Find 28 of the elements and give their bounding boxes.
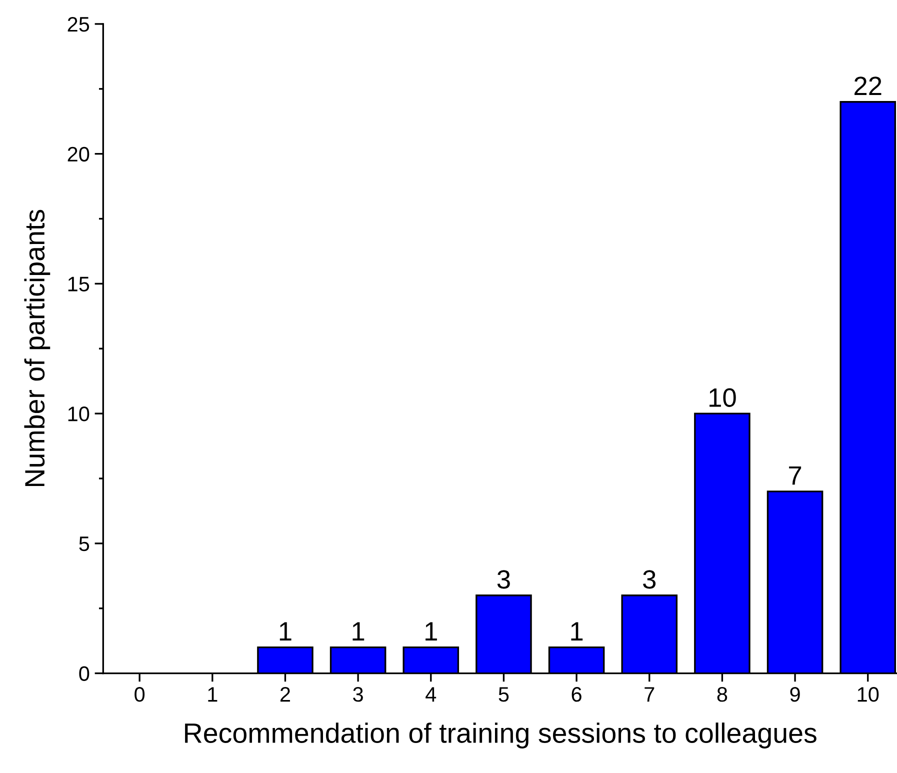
- data-label: 1: [280, 622, 292, 640]
- x-tick-label: 10: [858, 687, 879, 702]
- data-label: 10: [710, 388, 736, 407]
- y-tick-label: 0: [79, 666, 90, 682]
- y-axis-title: Number of participants: [24, 210, 50, 486]
- x-tick-label: 2: [280, 687, 290, 702]
- x-tick-label: 4: [426, 687, 436, 702]
- x-tick-label: 9: [790, 687, 800, 702]
- x-tick-label: 1: [208, 687, 218, 702]
- data-label: 22: [854, 76, 882, 96]
- data-label: 3: [643, 570, 656, 589]
- y-tick-label: 10: [68, 406, 90, 422]
- x-tick-label: 7: [644, 687, 654, 702]
- data-label: 1: [571, 622, 583, 640]
- data-label: 3: [497, 570, 510, 589]
- data-label: 1: [352, 622, 364, 640]
- y-tick-label: 25: [68, 16, 90, 32]
- data-label: 1: [426, 622, 437, 640]
- data-label: 7: [789, 466, 802, 485]
- x-tick-label: 5: [498, 687, 509, 702]
- y-tick-label: 5: [79, 536, 90, 552]
- x-tick-label: 8: [717, 687, 728, 702]
- x-axis-title: Recommendation of training sessions to colleagues: [185, 722, 816, 748]
- y-tick-label: 20: [68, 146, 90, 162]
- y-tick-label: 15: [68, 276, 90, 292]
- x-tick-label: 3: [353, 687, 363, 702]
- x-tick-label: 6: [572, 687, 582, 702]
- x-tick-label: 0: [134, 687, 145, 702]
